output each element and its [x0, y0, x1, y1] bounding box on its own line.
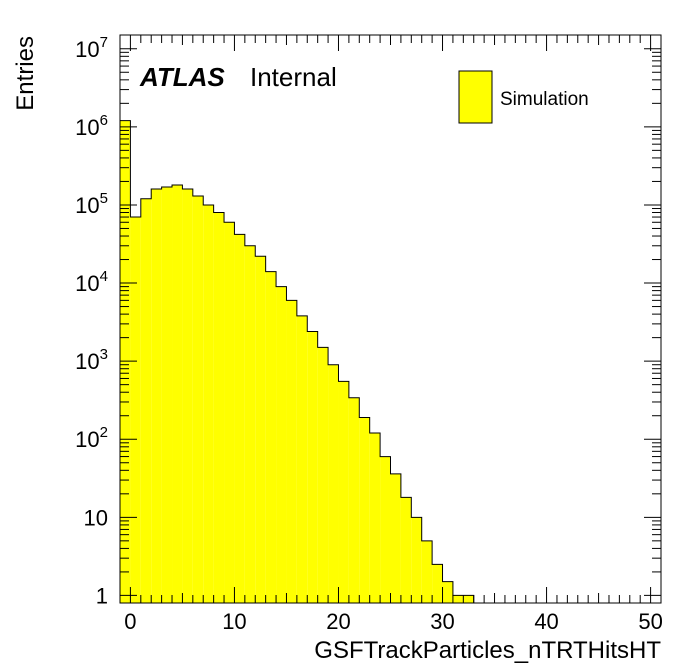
histogram-bin	[213, 212, 225, 603]
y-tick-label: 103	[75, 346, 108, 374]
histogram-bin	[244, 245, 256, 603]
histogram-bin	[296, 315, 308, 603]
histogram-bin	[120, 120, 131, 604]
y-tick-label: 105	[75, 190, 108, 218]
histogram-bin	[161, 186, 173, 603]
x-tick-label: 0	[124, 609, 136, 634]
internal-label: Internal	[250, 62, 337, 92]
y-tick-label: 10	[84, 505, 108, 530]
histogram-bin	[359, 417, 370, 603]
histogram-bin	[140, 198, 152, 603]
histogram-outline	[119, 120, 475, 603]
y-tick-label: 107	[75, 34, 108, 62]
histogram-bin	[265, 271, 277, 603]
histogram-bin	[255, 256, 266, 603]
atlas-label: ATLAS	[139, 62, 225, 92]
y-tick-label: 104	[75, 268, 108, 296]
y-axis-title: Entries	[12, 36, 39, 111]
y-tick-label: 102	[75, 424, 108, 452]
x-tick-label: 30	[430, 609, 454, 634]
histogram-bin	[400, 497, 412, 603]
x-tick-label: 20	[326, 609, 350, 634]
histogram-bin	[328, 364, 339, 603]
y-tick-labels: 1 10 102 103 104 105 106 107	[75, 34, 108, 609]
histogram-bin	[317, 347, 329, 603]
histogram-bin	[130, 217, 141, 604]
x-axis-title: GSFTrackParticles_nTRTHitsHT	[314, 637, 661, 664]
histogram-bin	[348, 397, 360, 603]
histogram-bin	[307, 331, 318, 603]
histogram-bin	[172, 185, 183, 603]
histogram-bin	[234, 234, 245, 603]
histogram-bin	[432, 564, 443, 603]
histogram-bin	[421, 540, 433, 603]
histogram-bin	[192, 196, 204, 604]
histogram-bin	[411, 517, 422, 603]
x-tick-label: 50	[638, 609, 662, 634]
y-tick-label: 106	[75, 112, 108, 140]
y-tick-label: 1	[96, 583, 108, 608]
histogram-bin	[338, 381, 349, 603]
histogram-bin	[286, 300, 297, 603]
histogram-bin	[442, 581, 453, 603]
histogram-bin	[182, 189, 193, 603]
histogram-bin	[224, 222, 235, 603]
histogram-bin	[203, 204, 214, 603]
histogram-bin	[276, 286, 287, 603]
histogram-bin	[390, 473, 401, 603]
legend-entry-simulation: Simulation	[500, 89, 589, 110]
legend-swatch	[458, 70, 493, 124]
histogram-bars	[119, 120, 475, 604]
x-tick-labels: 0 10 20 30 40 50	[124, 609, 663, 634]
histogram-bin	[452, 595, 464, 603]
histogram-bin	[369, 433, 381, 603]
histogram-bin	[151, 189, 162, 603]
axis-ticks	[120, 35, 661, 603]
histogram-bin	[380, 456, 391, 603]
histogram-bin	[463, 595, 474, 603]
legend: Simulation	[458, 70, 589, 124]
x-tick-label: 10	[222, 609, 246, 634]
x-tick-label: 40	[534, 609, 558, 634]
